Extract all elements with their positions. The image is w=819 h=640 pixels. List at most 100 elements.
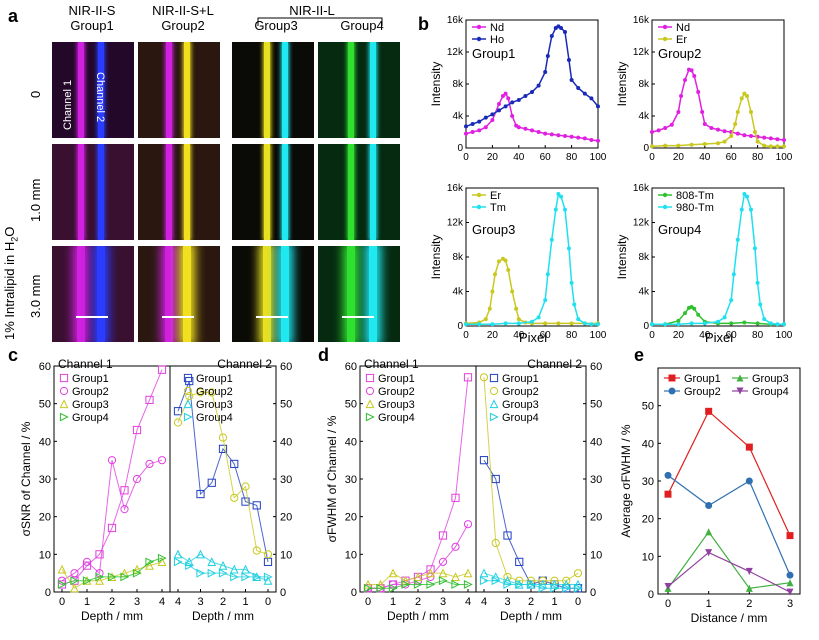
stripe-channel-2	[282, 144, 288, 240]
legend-marker	[736, 387, 744, 395]
x-tick-label: 40	[513, 330, 525, 341]
data-point	[497, 259, 501, 264]
data-point	[464, 322, 468, 327]
data-point	[263, 572, 273, 582]
y-tick-label-right: 0	[280, 587, 286, 599]
data-point	[669, 122, 674, 127]
data-point	[490, 118, 495, 122]
data-point	[692, 306, 697, 311]
stripe-channel-1	[78, 42, 84, 138]
y-tick-label: 20	[642, 514, 654, 526]
series-line	[667, 530, 791, 589]
y-tick-label: 10	[642, 551, 654, 563]
group-label: Group2	[658, 46, 701, 61]
data-point	[145, 395, 154, 404]
x-tick-label: 100	[776, 152, 793, 163]
data-point	[487, 306, 492, 311]
data-point	[157, 553, 167, 563]
col-header-group2: NIR-II-S+L Group2	[138, 3, 228, 33]
data-point	[745, 194, 750, 199]
legend-label: Group3	[378, 399, 415, 411]
data-point	[729, 134, 734, 138]
y-tick-label-right: 50	[590, 399, 602, 411]
data-point	[185, 376, 194, 386]
stripe-channel-2	[369, 246, 377, 342]
x-tick-label: 80	[752, 152, 764, 163]
data-point	[569, 78, 574, 82]
y-axis-label: Intensity	[429, 235, 443, 280]
data-point	[530, 319, 534, 324]
legend-label: Group3	[72, 399, 109, 411]
data-point	[506, 96, 511, 101]
data-point	[596, 138, 600, 143]
data-point	[196, 549, 205, 559]
col-header-group1: NIR-II-S Group1	[52, 3, 132, 33]
data-point	[650, 144, 654, 149]
data-point	[516, 98, 521, 102]
data-point	[196, 388, 205, 397]
x-tick-label: 100	[776, 330, 793, 341]
data-point	[563, 134, 567, 138]
legend-label: Tm	[490, 202, 506, 214]
data-point	[230, 493, 239, 502]
image-cell-r1-c1	[138, 144, 220, 240]
y-tick-label-right: 30	[590, 474, 602, 486]
data-point	[463, 373, 473, 382]
panel-e-letter: e	[634, 345, 645, 365]
x-tick-label-left: 4	[465, 596, 471, 608]
stripe-channel-2	[281, 246, 289, 342]
data-point	[749, 207, 753, 212]
data-point	[589, 322, 594, 327]
channel1-heading: Channel 1	[364, 357, 419, 371]
image-cell-r1-c2	[232, 144, 314, 240]
x-tick-label: 40	[513, 152, 525, 163]
data-point	[95, 572, 105, 582]
legend-label: Ho	[490, 34, 504, 46]
y-tick-label: 12k	[633, 218, 650, 229]
x-tick-label: 60	[726, 152, 738, 163]
y-tick-label-left: 60	[345, 361, 357, 373]
x-tick-label: 20	[487, 152, 499, 163]
data-point	[230, 572, 239, 582]
stripe-channel-1	[165, 246, 173, 342]
y-axis-label: σFWHM of Channel / %	[325, 415, 339, 542]
x-axis-label: Distance / mm	[691, 611, 768, 625]
data-point	[503, 580, 513, 589]
data-point	[731, 272, 736, 277]
y-tick-label: 4k	[452, 287, 464, 298]
data-point	[515, 580, 524, 589]
y-tick-label-right: 50	[280, 399, 292, 411]
y-tick-label-left: 50	[39, 399, 51, 411]
data-point	[702, 321, 707, 326]
data-point	[95, 575, 104, 585]
data-point	[530, 90, 534, 94]
y-tick-label: 16k	[633, 15, 650, 26]
x-tick-label-left: 0	[365, 596, 371, 608]
y-tick-label-left: 60	[39, 361, 51, 373]
stripe-channel-2	[97, 246, 105, 342]
data-point	[483, 125, 488, 130]
panel-d-letter: d	[318, 345, 329, 365]
data-point	[196, 568, 206, 578]
legend-marker	[662, 36, 668, 42]
x-tick-label-right: 3	[197, 596, 203, 608]
data-point	[477, 119, 482, 124]
x-tick-label: 100	[590, 330, 607, 341]
data-point	[173, 407, 183, 416]
legend-label: Group1	[378, 373, 415, 385]
data-point	[132, 425, 142, 435]
data-point	[569, 280, 574, 285]
data-point	[566, 58, 571, 62]
data-point	[782, 144, 786, 149]
data-point	[549, 237, 554, 242]
legend-label: Group1	[72, 373, 109, 385]
y-tick-label: 40	[642, 438, 654, 450]
data-point	[173, 557, 183, 567]
data-point	[463, 520, 473, 529]
data-point	[207, 557, 217, 566]
y-tick-label: 0	[643, 321, 649, 332]
series-Group4: Group4	[664, 386, 794, 596]
y-tick-label-left: 20	[345, 512, 357, 524]
data-point	[589, 96, 594, 101]
